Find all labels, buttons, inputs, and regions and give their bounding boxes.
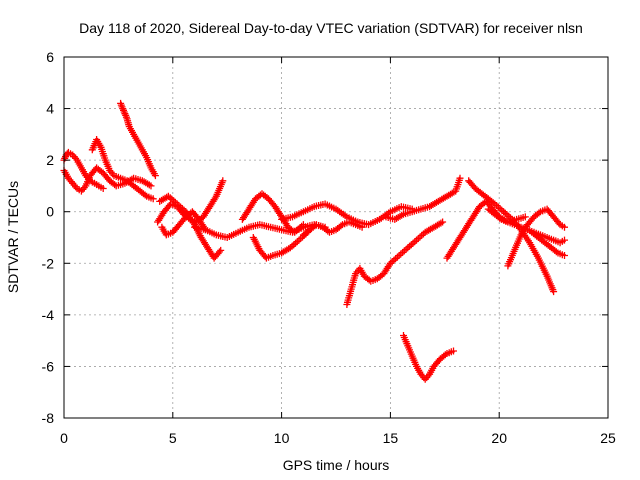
data-point <box>456 174 464 182</box>
series-track-19 <box>504 205 568 270</box>
data-point <box>535 209 543 217</box>
data-points <box>60 99 568 383</box>
series-track-20 <box>528 228 568 259</box>
data-point <box>299 221 307 229</box>
x-tick-label: 0 <box>60 430 68 446</box>
data-point <box>219 177 227 185</box>
data-point <box>450 347 457 355</box>
data-point <box>358 223 366 231</box>
series-track-14 <box>400 332 457 383</box>
x-tick-label: 25 <box>600 430 616 446</box>
data-point <box>99 185 107 192</box>
series-track-9 <box>238 190 307 236</box>
data-point <box>561 252 568 259</box>
series-track-12 <box>299 218 366 239</box>
series-track-4 <box>117 99 159 180</box>
y-tick-label: -8 <box>42 410 55 426</box>
data-point <box>149 195 157 203</box>
data-point <box>414 235 422 242</box>
data-point <box>439 218 447 226</box>
data-point <box>147 182 155 190</box>
y-tick-label: 0 <box>46 204 54 220</box>
series-track-15 <box>382 174 464 223</box>
x-tick-label: 10 <box>274 430 290 446</box>
series-track-1 <box>60 164 155 195</box>
data-point <box>561 223 568 231</box>
y-tick-label: 2 <box>46 152 54 168</box>
y-tick-label: -6 <box>42 358 55 374</box>
chart-title: Day 118 of 2020, Sidereal Day-to-day VTE… <box>79 20 583 36</box>
series-track-10 <box>249 228 312 262</box>
y-tick-label: -2 <box>42 255 55 271</box>
data-point <box>217 246 225 254</box>
y-tick-label: 6 <box>46 49 54 65</box>
data-point <box>337 222 345 230</box>
axis-ticks <box>63 56 609 419</box>
data-point <box>416 233 424 241</box>
x-tick-label: 15 <box>383 430 399 446</box>
data-point <box>561 236 568 244</box>
data-point <box>151 172 159 180</box>
y-axis-label: SDTVAR / TECUs <box>5 181 21 293</box>
data-point <box>111 181 119 189</box>
data-point <box>215 248 223 256</box>
x-tick-labels: 0 5 10 15 20 25 <box>60 430 616 446</box>
data-point <box>141 191 149 199</box>
x-tick-label: 5 <box>169 430 177 446</box>
plot-frame <box>63 56 609 419</box>
x-axis-label: GPS time / hours <box>283 457 390 473</box>
series-track-3 <box>88 136 157 203</box>
series-track-13 <box>343 218 447 308</box>
data-point <box>521 213 529 221</box>
y-tick-labels: -8 -6 -4 -2 0 2 4 6 <box>42 49 55 426</box>
y-tick-label: -4 <box>42 307 55 323</box>
y-tick-label: 4 <box>46 101 54 117</box>
data-point <box>550 288 558 296</box>
x-tick-label: 20 <box>491 430 507 446</box>
